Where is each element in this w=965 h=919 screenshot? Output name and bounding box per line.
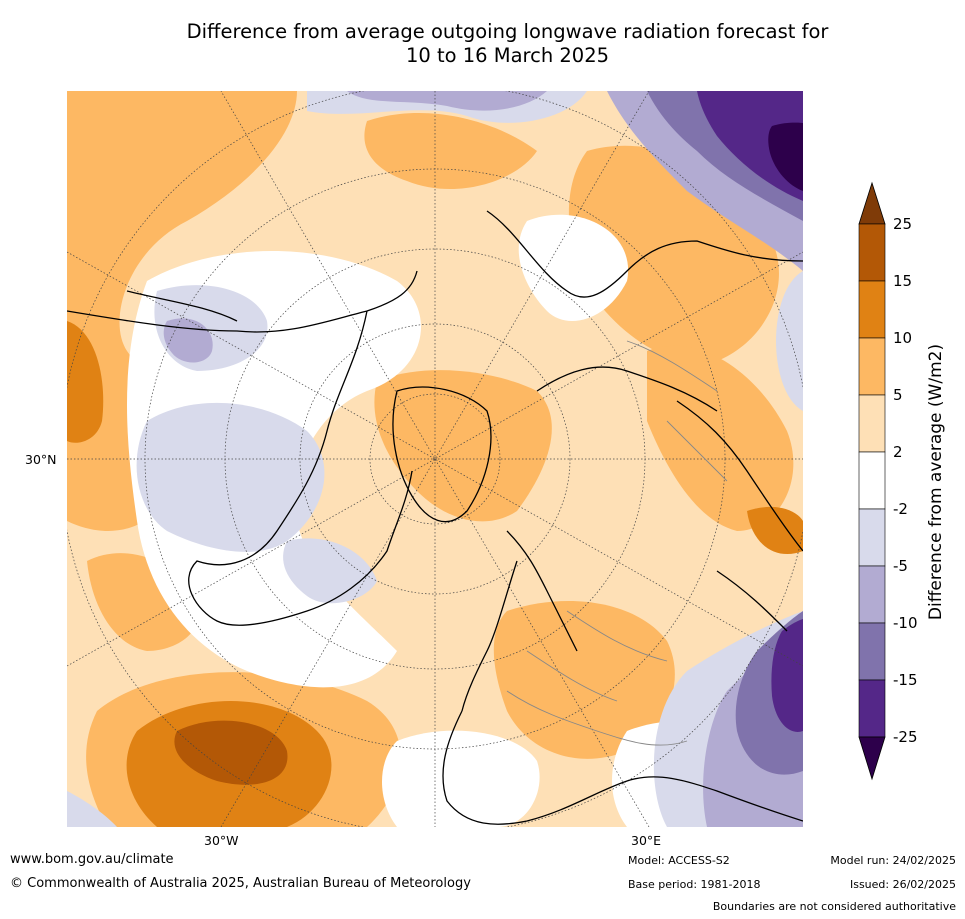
- colorbar-tick-neg5: -5: [893, 557, 908, 575]
- title-line-1: Difference from average outgoing longwav…: [186, 20, 829, 43]
- lon-label-30w: 30°W: [204, 833, 239, 848]
- field-10-15-pacific: [67, 321, 104, 443]
- field-15-25-atlantic: [174, 720, 288, 785]
- field-neg-2-5-east: [776, 271, 803, 411]
- colorbar-tick-25: 25: [893, 215, 913, 233]
- field-neg-2-5-canada: [136, 402, 325, 552]
- colorbar-tick-neg15: -15: [893, 671, 918, 689]
- colorbar-cell-10-15: [858, 280, 886, 339]
- colorbar-tick-10: 10: [893, 329, 913, 347]
- field-10-15-east: [747, 506, 803, 555]
- colorbar-title: Difference from average (W/m2): [926, 343, 946, 621]
- coastline-alaska: [126, 290, 238, 322]
- colorbar-cell-neg15-neg10: [858, 622, 886, 681]
- footer-base-period: Base period: 1981-2018: [628, 878, 761, 891]
- colorbar-tick-neg10: -10: [893, 614, 918, 632]
- field-neg-2-5-southwest: [67, 791, 117, 827]
- footer-url: www.bom.gov.au/climate: [10, 852, 174, 867]
- coastline-east-asia: [676, 400, 803, 632]
- coastline-eurasia-north: [486, 210, 803, 412]
- field-5-10-west-pacific: [67, 91, 297, 531]
- colorbar-cell-neg5-neg2: [858, 508, 886, 567]
- latitude-circle-80: [369, 393, 501, 525]
- colorbar-tick-2: 2: [893, 443, 903, 461]
- field-5-10-eurasia: [493, 601, 675, 759]
- field-neg-25-northeast: [768, 122, 803, 191]
- border-set-2: [626, 340, 728, 482]
- colorbar-tick-15: 15: [893, 272, 913, 290]
- title-line-2: 10 to 16 March 2025: [405, 44, 610, 67]
- coastline-europe: [442, 710, 803, 825]
- colorbar-cell-neg2-2: [858, 451, 886, 510]
- border-set-1: [506, 610, 688, 746]
- colorbar-tick-neg25: -25: [893, 728, 918, 746]
- meridian-60e: [67, 251, 803, 667]
- field-neg-15-25-northeast: [697, 91, 803, 201]
- colorbar-extend-bottom: [858, 736, 886, 781]
- coastline-greenland: [392, 386, 492, 523]
- lon-label-30e: 30°E: [631, 833, 662, 848]
- lat-label-30n: 30°N: [25, 452, 57, 467]
- field-5-10-arctic: [374, 370, 552, 522]
- field-5-10-top-center: [364, 112, 537, 190]
- olr-anomaly-map: [67, 91, 803, 827]
- country-borders: [506, 340, 728, 746]
- footer-copyright: © Commonwealth of Australia 2025, Austra…: [10, 876, 471, 891]
- field-neutral-north: [518, 214, 629, 321]
- chart-title: Difference from average outgoing longwav…: [60, 20, 955, 68]
- colorbar-cell-2-5: [858, 394, 886, 453]
- coastline-north-america: [67, 270, 418, 626]
- coastline-scandinavia: [461, 530, 578, 712]
- colorbar-tick-neg2: -2: [893, 500, 908, 518]
- colorbar-cell-neg25-neg15: [858, 679, 886, 738]
- meridian-60w: [67, 251, 803, 667]
- map-canvas: [67, 91, 803, 827]
- colorbar-tick-5: 5: [893, 386, 903, 404]
- field-neutral-south: [382, 730, 540, 827]
- coastlines: [67, 210, 803, 825]
- field-neg-5-10-north: [347, 91, 547, 111]
- latitude-circle-70: [299, 323, 571, 595]
- longitude-lines: [67, 91, 803, 827]
- colorbar: [858, 181, 886, 781]
- footer-model-run: Model run: 24/02/2025: [830, 854, 956, 867]
- footer-disclaimer: Boundaries are not considered authoritat…: [712, 900, 956, 913]
- colorbar-extend-top: [858, 181, 886, 225]
- field-neg-15-25-southeast: [771, 619, 803, 732]
- colorbar-cell-15-25: [858, 223, 886, 282]
- footer-issued: Issued: 26/02/2025: [849, 878, 956, 891]
- colorbar-cell-5-10: [858, 337, 886, 396]
- colorbar-cell-neg10-neg5: [858, 565, 886, 624]
- footer-model: Model: ACCESS-S2: [628, 854, 730, 867]
